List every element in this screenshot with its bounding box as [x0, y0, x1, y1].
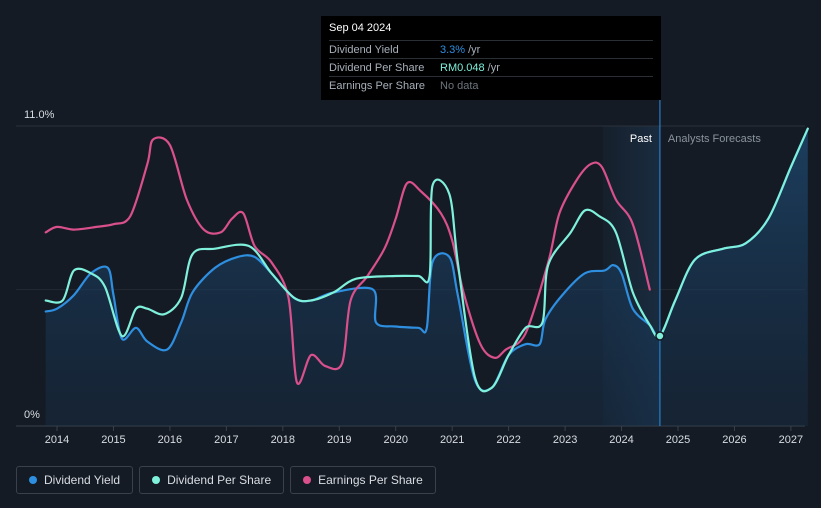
- legend-dot-icon: [29, 476, 37, 484]
- tooltip-row-yield: Dividend Yield 3.3%/yr: [329, 40, 653, 58]
- tooltip-yield-label: Dividend Yield: [329, 43, 399, 56]
- legend-dividend-per-share[interactable]: Dividend Per Share: [139, 466, 285, 494]
- tooltip-dps-unit: /yr: [487, 61, 500, 74]
- past-label: Past: [630, 133, 652, 145]
- x-tick-label: 2015: [101, 434, 125, 446]
- x-tick-label: 2017: [214, 434, 238, 446]
- legend-earnings-per-share[interactable]: Earnings Per Share: [290, 466, 436, 494]
- tooltip-dps-label: Dividend Per Share: [329, 61, 425, 74]
- x-tick-label: 2024: [609, 434, 633, 446]
- x-tick-label: 2019: [327, 434, 351, 446]
- tooltip-date: Sep 04 2024: [329, 22, 392, 34]
- earnings-per-share-line: [44, 136, 651, 386]
- dividend-yield-area: [45, 128, 808, 426]
- legend-label: Earnings Per Share: [318, 473, 423, 487]
- x-tick-label: 2014: [45, 434, 69, 446]
- x-tick-label: 2025: [666, 434, 690, 446]
- x-tick-label: 2023: [553, 434, 577, 446]
- tooltip-eps-label: Earnings Per Share: [329, 79, 425, 92]
- x-tick-label: 2021: [440, 434, 464, 446]
- legend-label: Dividend Per Share: [167, 473, 272, 487]
- x-tick-label: 2020: [383, 434, 407, 446]
- y-axis-top-label: 11.0%: [24, 109, 55, 121]
- legend-dot-icon: [303, 476, 312, 484]
- x-tick-label: 2016: [158, 434, 182, 446]
- tooltip-row-eps: Earnings Per Share No data: [329, 76, 653, 94]
- x-tick-label: 2026: [722, 434, 746, 446]
- tooltip-yield-unit: /yr: [468, 43, 481, 56]
- x-tick-label: 2027: [779, 434, 803, 446]
- tooltip-eps-value: No data: [440, 79, 479, 92]
- y-axis-bottom-label: 0%: [24, 409, 40, 421]
- forecast-label: Analysts Forecasts: [668, 133, 761, 145]
- tooltip-dps-value: RM0.048: [440, 61, 485, 74]
- legend: Dividend Yield Dividend Per Share Earnin…: [16, 466, 436, 494]
- tooltip-yield-value: 3.3%: [440, 43, 466, 56]
- x-tick-label: 2022: [496, 434, 520, 446]
- legend-dot-icon: [152, 476, 161, 484]
- tooltip: Sep 04 2024 Dividend Yield 3.3%/yr Divid…: [321, 16, 661, 100]
- tooltip-row-dps: Dividend Per Share RM0.048/yr: [329, 58, 653, 76]
- dividend-yield-area-fill: [45, 128, 808, 426]
- legend-dividend-yield[interactable]: Dividend Yield: [16, 466, 134, 494]
- x-tick-label: 2018: [271, 434, 295, 446]
- highlight-point[interactable]: [655, 331, 665, 341]
- x-axis-ticks: 2014 2015 2016 2017 2018 2019 2020 2021 2022 2023…: [45, 426, 803, 446]
- legend-label: Dividend Yield: [44, 473, 121, 487]
